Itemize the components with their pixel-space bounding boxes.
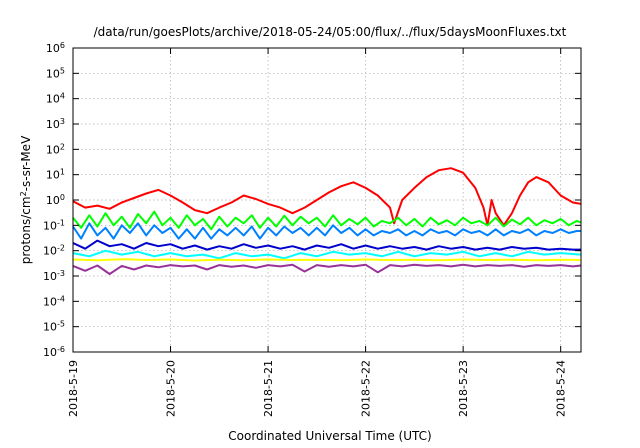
y-tick-label: 10-5 xyxy=(43,319,65,334)
x-axis-ticks: 2018-5-19 2018-5-20 2018-5-21 2018-5-22 2018… xyxy=(67,48,568,417)
x-axis-title: Coordinated Universal Time (UTC) xyxy=(228,429,431,443)
data-series xyxy=(72,167,582,275)
y-tick-label: 10-2 xyxy=(43,243,65,258)
series-line-4 xyxy=(72,222,581,240)
x-tick-label: 2018-5-20 xyxy=(165,360,178,417)
y-axis-title-rest: -s-sr-MeV xyxy=(19,135,33,191)
y-axis-title-main: protons/cm xyxy=(19,196,33,264)
x-tick-label: 2018-5-24 xyxy=(555,360,568,417)
y-tick-label: 100 xyxy=(46,193,65,208)
y-tick-label: 105 xyxy=(46,66,65,81)
series-line-3 xyxy=(72,249,582,260)
y-tick-label: 10-4 xyxy=(43,294,65,309)
x-tick-label: 2018-5-22 xyxy=(360,360,373,417)
y-tick-label: 103 xyxy=(46,117,65,132)
y-tick-label: 106 xyxy=(46,41,65,56)
series-line-1 xyxy=(72,167,582,227)
y-axis-ticks: 10-6 10-5 10-4 10-3 10-2 10-1 100 101 102 103 104 1… xyxy=(43,41,581,360)
y-axis-title-sup: 2 xyxy=(19,191,28,196)
y-axis-title: protons/cm2-s-sr-MeV xyxy=(19,135,34,264)
series-line-7 xyxy=(72,263,582,275)
y-tick-label: 104 xyxy=(46,91,65,106)
y-tick-label: 102 xyxy=(46,142,65,157)
series-line-2 xyxy=(72,210,582,231)
series-line-5 xyxy=(72,239,581,251)
y-tick-label: 10-1 xyxy=(43,218,65,233)
grid-lines xyxy=(72,48,581,352)
y-tick-label: 101 xyxy=(46,167,65,182)
y-tick-label: 10-6 xyxy=(43,345,65,360)
x-tick-label: 2018-5-19 xyxy=(67,360,80,417)
series-line-6 xyxy=(72,258,582,262)
x-tick-label: 2018-5-21 xyxy=(262,360,275,417)
x-tick-label: 2018-5-23 xyxy=(457,360,470,417)
y-tick-label: 10-3 xyxy=(43,269,65,284)
chart-title: /data/run/goesPlots/archive/2018-05-24/0… xyxy=(94,25,567,39)
